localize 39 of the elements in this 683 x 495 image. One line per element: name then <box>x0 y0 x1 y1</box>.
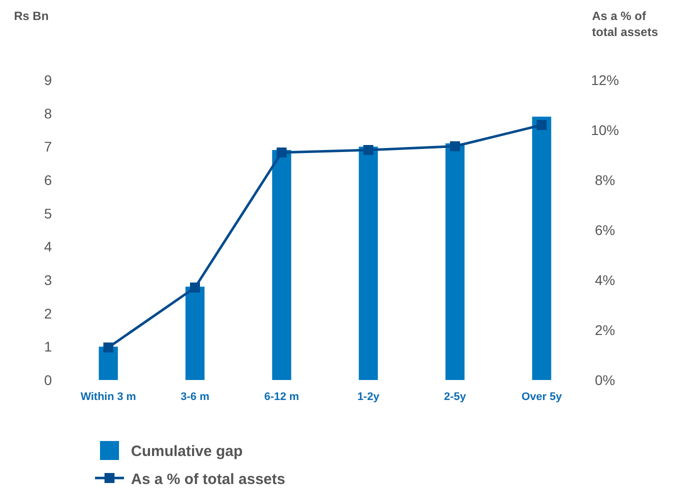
y2-tick-label: 0% <box>594 372 616 388</box>
y-axis-title: Rs Bn <box>14 9 49 23</box>
y-tick-label: 1 <box>44 338 52 355</box>
x-tick-label: 1-2y <box>357 391 380 403</box>
legend-label: Cumulative gap <box>131 443 243 460</box>
bar <box>445 143 465 380</box>
y2-tick-label: 4% <box>594 272 616 288</box>
y-tick-label: 3 <box>44 272 52 288</box>
bar <box>98 346 118 380</box>
point <box>450 141 460 152</box>
x-tick-label: 6-12 m <box>264 391 300 403</box>
y-tick-label: 6 <box>44 172 52 188</box>
y2-tick-label: 8% <box>594 172 616 188</box>
y-tick-label: 9 <box>44 72 52 88</box>
x-tick-label: 2-5y <box>444 391 467 403</box>
y2-tick-label: 12% <box>590 72 620 88</box>
x-tick-label: Within 3 m <box>80 391 136 403</box>
x-tick-label: 3-6 m <box>180 391 210 403</box>
y-tick-label: 4 <box>44 238 52 255</box>
bar <box>185 286 205 380</box>
y2-axis-title: As a % of total assets <box>592 9 658 39</box>
x-tick-label: Over 5y <box>521 391 563 403</box>
y2-tick-label: 6% <box>594 222 616 238</box>
y2-tick-label: 10% <box>590 122 620 138</box>
y2-tick-label: 2% <box>594 322 616 338</box>
point <box>103 342 114 352</box>
y-tick-label: 0 <box>44 372 52 388</box>
legend-label: As a % of total assets <box>131 471 286 488</box>
y-tick-label: 5 <box>44 205 52 222</box>
y-tick-label: 7 <box>44 138 52 155</box>
bar <box>532 116 552 380</box>
y-tick-label: 2 <box>44 305 52 322</box>
point <box>363 145 374 155</box>
bar <box>272 150 292 380</box>
point <box>190 282 200 292</box>
y-tick-label: 8 <box>44 105 52 122</box>
bar <box>358 146 378 380</box>
point <box>276 148 287 158</box>
point <box>536 120 547 130</box>
